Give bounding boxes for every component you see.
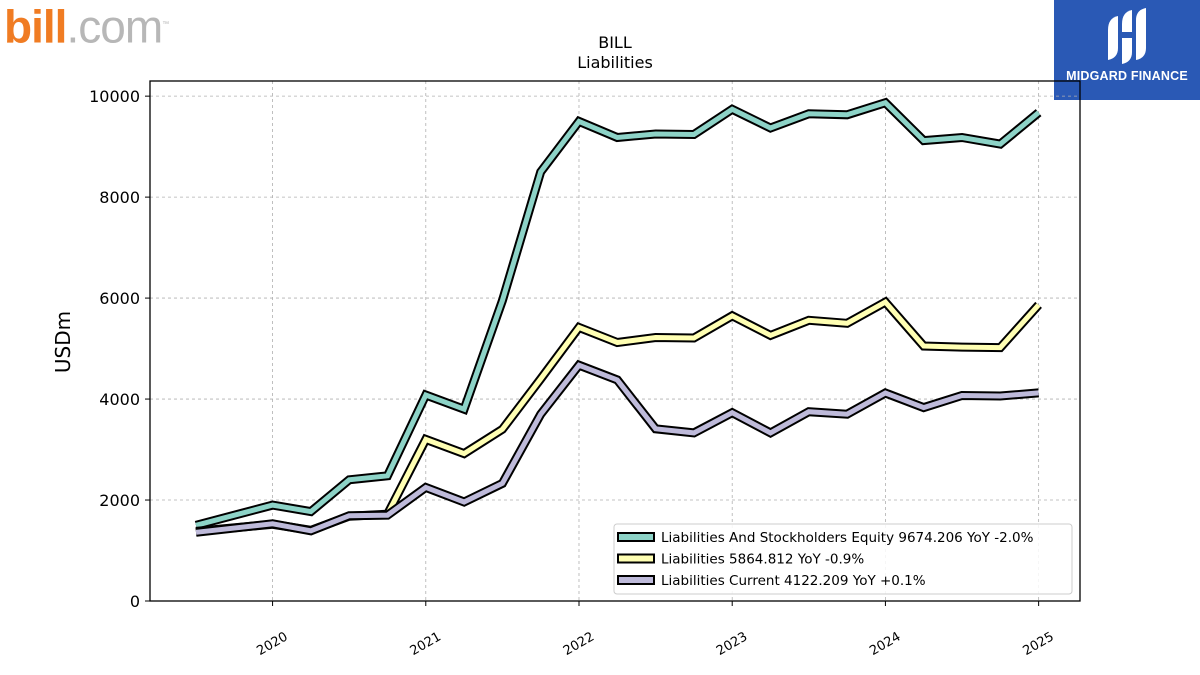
legend-swatch [617, 532, 655, 542]
y-tick-label: 0 [130, 592, 140, 611]
legend-label: Liabilities And Stockholders Equity 9674… [661, 530, 1034, 546]
x-tick-label: 2024 [867, 629, 903, 659]
legend-label: Liabilities Current 4122.209 YoY +0.1% [661, 573, 926, 589]
y-tick-label: 8000 [99, 188, 140, 207]
x-tick-label: 2022 [561, 629, 597, 659]
chart-subtitle: Liabilities [577, 53, 653, 72]
bill-com-logo: bill.com™ [4, 0, 169, 53]
legend: Liabilities And Stockholders Equity 9674… [613, 523, 1073, 595]
y-tick-label: 2000 [99, 491, 140, 510]
y-tick-label: 4000 [99, 390, 140, 409]
x-tick-label: 2020 [254, 629, 290, 659]
midgard-logo-mark [1108, 8, 1146, 64]
y-tick-label: 6000 [99, 289, 140, 308]
x-tick-label: 2025 [1020, 629, 1056, 659]
y-tick-label: 10000 [89, 87, 140, 106]
midgard-finance-logo: MIDGARD FINANCE [1054, 0, 1200, 100]
partner-name: MIDGARD FINANCE [1066, 69, 1188, 83]
legend-swatch [617, 575, 655, 585]
series-outline [194, 97, 1042, 530]
plot-frame [149, 80, 1081, 602]
legend-label: Liabilities 5864.812 YoY -0.9% [661, 552, 864, 568]
y-axis-label: USDm [51, 311, 75, 373]
series-line [195, 99, 1041, 528]
legend-box [613, 523, 1073, 595]
series-line [195, 362, 1039, 535]
series-lines [194, 97, 1042, 537]
legend-swatch [617, 553, 655, 564]
chart-title: BILL [598, 33, 632, 52]
x-tick-label: 2023 [714, 629, 750, 659]
x-tick-label: 2021 [408, 629, 444, 659]
